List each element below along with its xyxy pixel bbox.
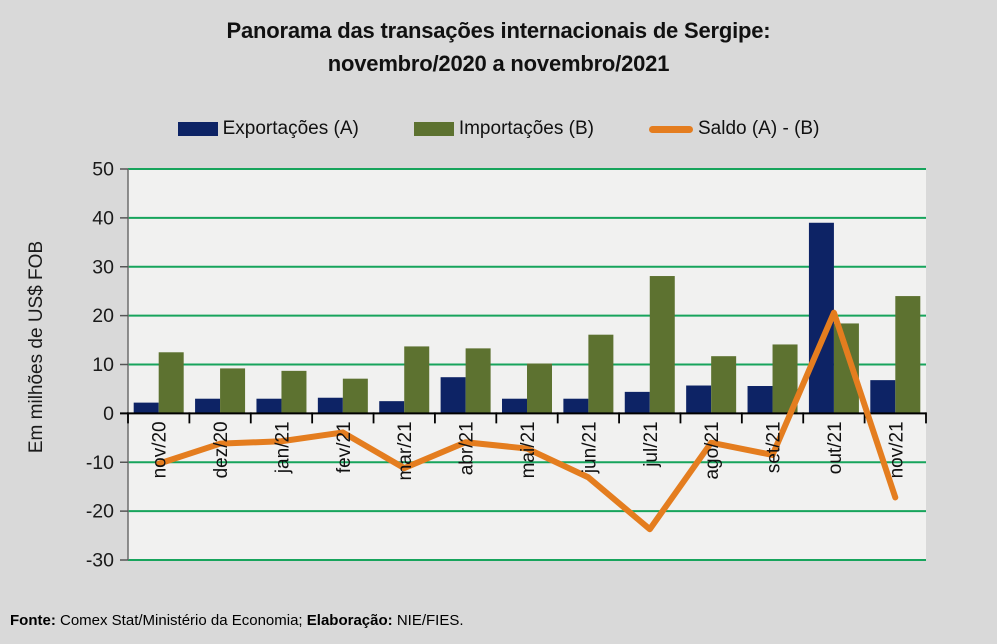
bar-importacoes-b [711, 356, 737, 414]
x-category-label: set/21 [764, 421, 785, 473]
source-label: Fonte: [10, 612, 56, 629]
bar-importacoes-b [158, 352, 184, 414]
x-category-label: mai/21 [518, 421, 539, 478]
bar-exportacoes-a [502, 398, 527, 414]
chart-title: Panorama das transações internacionais d… [0, 14, 997, 80]
bar-exportacoes-a [317, 397, 343, 414]
bar-importacoes-b [588, 334, 614, 414]
x-category-label: fev/21 [334, 421, 355, 473]
y-tick-label: 20 [92, 305, 114, 327]
legend-label: Saldo (A) - (B) [697, 118, 820, 139]
bar-exportacoes-a [624, 391, 650, 414]
bar-exportacoes-a [747, 386, 773, 414]
y-tick-label: 10 [92, 354, 114, 376]
y-axis-title: Em milhões de US$ FOB [26, 240, 47, 454]
legend-item-importacoes-b: Importações (B) [413, 118, 594, 140]
bar-importacoes-b [404, 346, 430, 414]
x-category-label: nov/21 [886, 421, 907, 478]
legend-swatch-line-icon [648, 125, 693, 133]
y-tick-label: 0 [103, 403, 114, 425]
x-category-label: ago/21 [702, 421, 723, 479]
chart-title-line2: novembro/2020 a novembro/2021 [327, 51, 670, 76]
elaboration-text: NIE/FIES. [396, 612, 464, 629]
y-tick-label: 30 [92, 256, 114, 278]
bar-importacoes-b [220, 368, 246, 414]
y-tick-label: -20 [86, 501, 114, 523]
x-category-label: abr/21 [457, 421, 478, 475]
legend-item-exportacoes-a: Exportações (A) [177, 118, 359, 140]
y-tick-label: 50 [92, 159, 114, 181]
bar-exportacoes-a [870, 380, 896, 414]
legend-swatch-rect-icon [413, 122, 454, 136]
bar-exportacoes-a [195, 398, 221, 414]
bar-importacoes-b [281, 370, 307, 414]
saldo-line [155, 309, 899, 533]
legend-label: Importações (B) [458, 118, 594, 139]
x-category-label: jul/21 [641, 421, 662, 467]
x-category-label: dez/20 [211, 421, 232, 478]
bar-importacoes-b [649, 276, 675, 414]
x-category-label: nov/20 [150, 421, 171, 478]
x-category-label: jun/21 [579, 421, 600, 474]
bar-exportacoes-a [563, 398, 589, 414]
x-category-label: mar/21 [395, 421, 416, 480]
elaboration-label: Elaboração: [306, 612, 393, 629]
y-tick-label: -30 [86, 550, 114, 572]
legend-swatch-rect-icon [177, 122, 218, 136]
bar-exportacoes-a [686, 385, 712, 414]
legend-label: Exportações (A) [222, 118, 359, 139]
bar-exportacoes-a [379, 401, 405, 414]
x-category-label: jan/21 [272, 421, 293, 474]
bar-exportacoes-a [256, 398, 282, 414]
bar-importacoes-b [895, 296, 921, 414]
y-tick-label: 40 [92, 207, 114, 229]
y-tick-label: -10 [86, 452, 114, 474]
bar-exportacoes-a [133, 402, 159, 414]
x-category-label: out/21 [825, 421, 846, 474]
bar-importacoes-b [342, 378, 368, 414]
bar-exportacoes-a [440, 377, 466, 414]
bar-importacoes-b [527, 363, 552, 414]
source-note: Fonte: Comex Stat/Ministério da Economia… [10, 612, 464, 629]
legend: Exportações (A) Importações (B) Saldo (A) … [0, 112, 997, 146]
bar-importacoes-b [465, 348, 491, 414]
legend-item-saldo-a-b: Saldo (A) - (B) [648, 118, 820, 140]
chart-title-line1: Panorama das transações internacionais d… [226, 18, 771, 43]
source-text: Comex Stat/Ministério da Economia; [60, 612, 303, 629]
